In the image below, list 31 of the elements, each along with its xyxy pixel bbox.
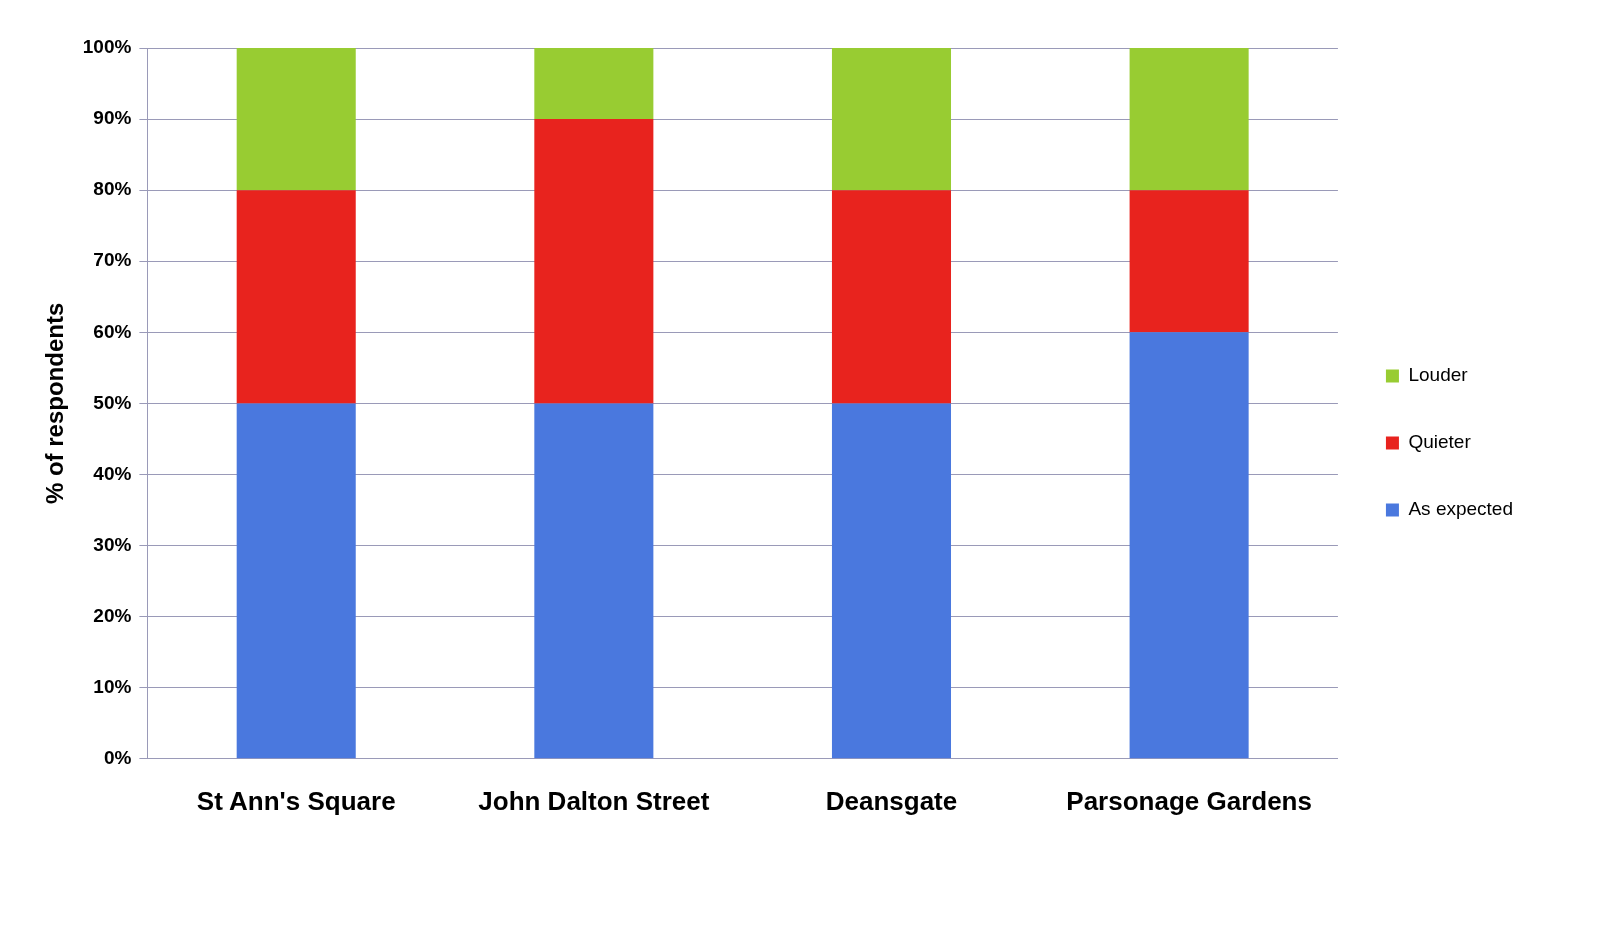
bar: [236, 403, 356, 759]
y-tick-label: 70%: [93, 249, 132, 271]
bar: [534, 403, 654, 759]
bar: [534, 119, 654, 404]
y-tick-label: 40%: [93, 462, 132, 484]
legend-label: Quieter: [1408, 431, 1472, 453]
y-axis-title: % of respondents: [41, 302, 69, 505]
bar: [1129, 48, 1249, 191]
y-tick-label: 10%: [93, 675, 132, 697]
y-tick-label: 20%: [93, 604, 132, 626]
y-tick-label: 80%: [93, 178, 132, 200]
legend-label: Louder: [1408, 364, 1469, 386]
bar: [236, 48, 356, 191]
bar: [236, 190, 356, 404]
bar: [534, 48, 654, 120]
y-tick-label: 50%: [93, 391, 132, 413]
y-tick-label: 100%: [82, 36, 132, 58]
x-tick-label: Deansgate: [825, 785, 958, 816]
bar: [831, 190, 952, 404]
x-tick-label: John Dalton Street: [478, 785, 710, 816]
bar: [831, 403, 952, 759]
y-tick-label: 90%: [93, 107, 132, 129]
y-tick-label: 60%: [93, 320, 132, 342]
bar: [831, 48, 952, 191]
legend-label: As expected: [1408, 498, 1514, 520]
y-tick-label: 0%: [103, 747, 132, 769]
bar: [1129, 190, 1249, 333]
x-tick-label: St Ann's Square: [196, 785, 396, 816]
y-tick-label: 30%: [93, 533, 132, 555]
x-tick-label: Parsonage Gardens: [1066, 785, 1312, 816]
bar: [1129, 332, 1249, 759]
